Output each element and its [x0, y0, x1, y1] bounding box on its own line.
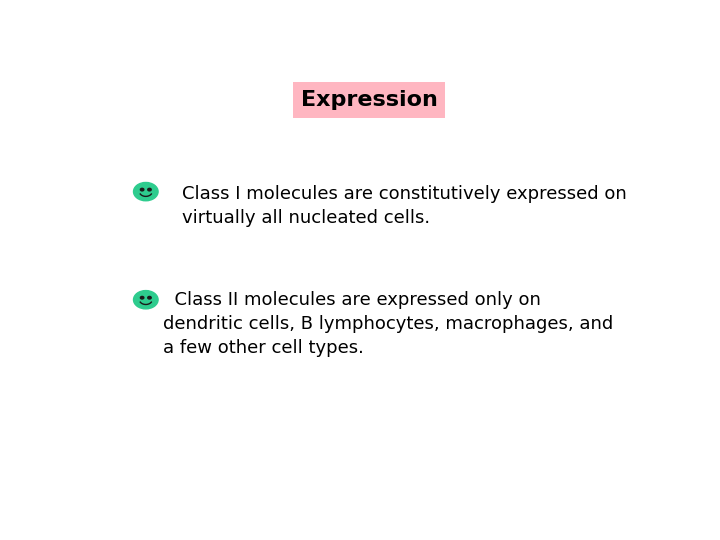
- Circle shape: [140, 296, 144, 299]
- Circle shape: [133, 183, 158, 201]
- Circle shape: [140, 188, 144, 191]
- Circle shape: [148, 188, 151, 191]
- Text: Expression: Expression: [300, 90, 438, 110]
- Text: Class I molecules are constitutively expressed on
virtually all nucleated cells.: Class I molecules are constitutively exp…: [182, 185, 627, 227]
- Circle shape: [148, 296, 151, 299]
- Text: Class II molecules are expressed only on
dendritic cells, B lymphocytes, macroph: Class II molecules are expressed only on…: [163, 292, 613, 356]
- Circle shape: [133, 291, 158, 309]
